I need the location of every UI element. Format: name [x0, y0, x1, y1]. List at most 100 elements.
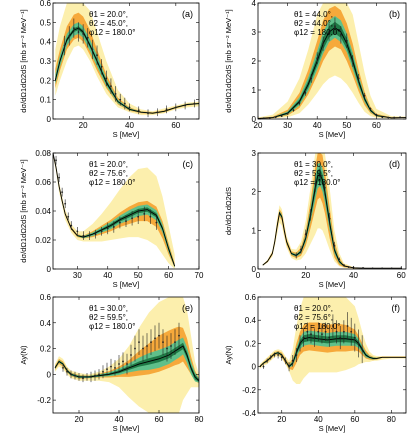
data-point	[335, 330, 338, 333]
plot-frame	[257, 152, 407, 270]
panel-f: 20 40 60 80 -0.4 -0.2 0 0.2 0.4 0.6 S [MeV] Ay(N) θ1…	[224, 293, 407, 433]
x-tick-label: 50	[134, 271, 143, 280]
x-tick-label: 20	[75, 415, 84, 424]
data-point	[274, 116, 277, 119]
y-axis-label: dσ/dΩ1dΩ2dS	[224, 187, 233, 235]
y-tick-label: 0.4	[40, 319, 52, 328]
y-tick-label: 0.06	[35, 178, 51, 187]
data-point	[323, 186, 326, 189]
data-point	[362, 266, 364, 269]
y-tick-label: 0.2	[40, 345, 52, 354]
y-tick-label: 0.04	[35, 207, 51, 216]
y-tick-label: 2	[252, 57, 257, 66]
panel-e: 20 40 60 80 -0.2 0 0.2 0.4 0.6 S [MeV] Ay(N) θ1 = 3…	[19, 293, 204, 433]
angle-label: φ12 = 180.0°	[89, 178, 135, 187]
x-tick-label: 40	[115, 415, 124, 424]
data-point	[319, 175, 321, 178]
data-point	[306, 330, 309, 333]
data-point	[342, 330, 345, 333]
data-point	[64, 202, 67, 205]
data-point	[184, 104, 186, 107]
plot-area	[54, 297, 199, 413]
data-point	[91, 48, 94, 51]
data-point	[156, 111, 159, 114]
data-point	[310, 333, 312, 336]
x-tick-label: 40	[313, 121, 322, 130]
y-tick-label: 0.4	[40, 38, 52, 47]
data-point	[280, 115, 283, 117]
y-axis-label: dσ/dΩ1dΩ2dS [mb sr⁻² MeV⁻¹]	[224, 9, 233, 112]
data-point	[88, 234, 91, 237]
data-point	[334, 25, 336, 28]
data-point	[361, 348, 364, 351]
band-green-light	[258, 16, 406, 119]
data-point	[291, 359, 294, 362]
data-point	[328, 31, 330, 33]
angle-label: θ1 = 30.0°,	[294, 160, 333, 169]
data-point	[102, 370, 104, 373]
data-point	[353, 336, 356, 339]
data-point	[100, 230, 103, 233]
data-point	[174, 341, 176, 344]
data-point	[170, 345, 172, 347]
data-point	[158, 334, 160, 337]
band-orange	[55, 12, 199, 114]
data-point	[321, 333, 323, 336]
data-point	[313, 336, 316, 339]
data-point	[67, 215, 70, 218]
x-axis-label: S [MeV]	[113, 280, 140, 289]
angle-label: θ2 = 75.6°,	[294, 313, 333, 322]
data-point	[277, 354, 279, 356]
angle-label: φ12 = 180.0°	[89, 28, 135, 37]
data-point	[55, 159, 57, 162]
x-axis-label: S [MeV]	[319, 424, 346, 433]
data-point	[339, 34, 342, 36]
data-point	[143, 213, 146, 215]
data-point	[324, 330, 327, 333]
angle-label: θ2 = 59.5°,	[294, 169, 333, 178]
data-point	[298, 102, 301, 104]
x-tick-label: 40	[103, 271, 112, 280]
data-point	[381, 116, 384, 119]
band-outer	[262, 153, 402, 269]
data-point	[86, 376, 88, 378]
y-tick-label: 0	[47, 115, 52, 124]
y-tick-label: 0	[252, 265, 257, 274]
data-point	[266, 359, 269, 362]
data-point	[357, 77, 360, 80]
plot-frame	[52, 296, 200, 414]
x-tick-label: 40	[349, 271, 358, 280]
data-point	[90, 376, 92, 378]
y-tick-label: 0	[47, 370, 52, 379]
data-point	[119, 98, 122, 101]
data-point	[262, 365, 265, 368]
data-point	[304, 92, 307, 94]
data-point	[263, 117, 265, 119]
data-point	[142, 347, 144, 350]
panel-tag: (b)	[389, 9, 400, 19]
data-point	[309, 213, 312, 216]
data-point	[322, 42, 325, 45]
data-point	[328, 336, 331, 339]
data-point	[299, 342, 301, 345]
data-point	[332, 325, 334, 327]
x-tick-label: 30	[283, 121, 292, 130]
data-point	[300, 248, 302, 251]
theory-curve	[258, 27, 406, 119]
data-point	[94, 233, 97, 236]
y-tick-label: 3	[252, 149, 257, 158]
x-axis-label: S [MeV]	[319, 130, 346, 139]
angle-label: φ12 = 180.0°	[294, 28, 340, 37]
data-point	[286, 112, 289, 115]
data-point	[134, 347, 136, 350]
angle-label: θ1 = 20.0°,	[294, 304, 333, 313]
data-point	[346, 325, 349, 327]
angle-label: θ1 = 30.0°,	[89, 304, 128, 313]
data-point	[146, 345, 148, 347]
data-point	[72, 27, 75, 30]
data-point	[114, 92, 117, 95]
x-tick-label: 60	[372, 121, 381, 130]
y-axis-label: Ay(N)	[224, 345, 233, 365]
x-axis-label: S [MeV]	[113, 424, 140, 433]
